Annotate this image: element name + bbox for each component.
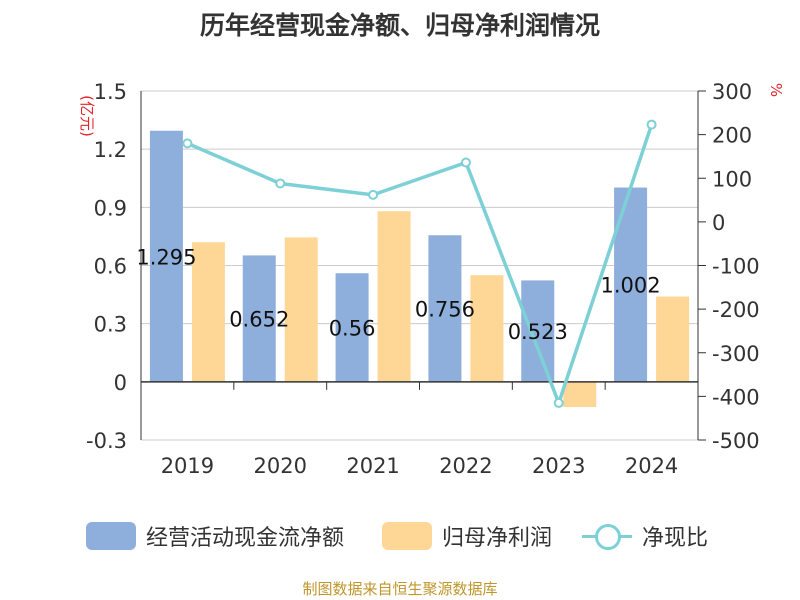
y-right-tick-label: -500 [712,429,760,453]
bar-data-label: 0.523 [508,320,568,344]
bar-cashflow [242,255,276,382]
x-tick-label: 2023 [532,454,585,478]
bar-data-label: 0.652 [229,308,289,332]
bar-profit [470,275,504,382]
bar-data-label: 1.295 [136,245,196,269]
chart-plot: 1.5 1.2 0.9 0.6 0.3 0 -0.3 300 200 100 0 -100 -200 -3… [78,80,785,478]
bar-profit [656,296,690,382]
y-right-tick-label: -400 [712,385,760,409]
legend-label-cashflow: 经营活动现金流净额 [146,526,345,551]
bar-data-label: 0.56 [329,317,376,341]
bar-profit [377,211,411,382]
bar-cashflow [149,130,183,382]
y-left-tick-label: 1.5 [94,80,127,104]
x-tick-label: 2022 [439,454,492,478]
y-left-tick-label: 1.2 [94,138,127,162]
y-right-tick-label: 300 [712,80,752,104]
ratio-point [368,189,379,200]
bar-cashflow [428,235,462,382]
legend-item-profit[interactable]: 归母净利润 [382,516,552,556]
legend: 经营活动现金流净额 归母净利润 净现比 [0,516,800,556]
ratio-point [460,157,471,168]
y-right-tick-label: 200 [712,124,752,148]
chart-title: 历年经营现金净额、归母净利润情况 [199,11,600,40]
source-note: 制图数据来自恒生聚源数据库 [302,580,498,598]
y-left-tick-label: 0.6 [94,255,127,279]
ratio-line [186,124,654,405]
bar-data-label: 1.002 [601,274,661,298]
bar-data-label: 0.756 [415,298,475,322]
bar-profit [563,381,597,408]
x-tick-label: 2021 [346,454,399,478]
legend-label-ratio: 净现比 [642,526,709,551]
x-tick-label: 2019 [161,454,214,478]
legend-swatch-cashflow [86,522,136,550]
y-right-unit-label: % [767,83,785,97]
bar-cashflow [521,280,555,382]
y-left-tick-label: 0.3 [94,313,127,337]
y-left-tick-label: 0.9 [94,196,127,220]
legend-item-ratio[interactable]: 净现比 [582,516,708,556]
x-tick-label: 2024 [625,454,678,478]
legend-swatch-profit [382,522,432,550]
legend-swatch-ratio [582,522,632,550]
ratio-point [182,138,193,149]
y-right-tick-label: -200 [712,298,760,322]
y-left-unit-label: (亿元) [78,95,96,137]
legend-label-profit: 归母净利润 [442,526,553,551]
y-left-tick-label: -0.3 [86,429,127,453]
y-right-tick-label: -100 [712,255,760,279]
y-right-tick-label: 0 [712,211,725,235]
y-right-tick-label: 100 [712,167,752,191]
legend-item-cashflow[interactable]: 经营活动现金流净额 [86,516,344,556]
ratio-point [646,119,657,130]
bar-cashflow [335,273,369,382]
y-left-tick-label: 0 [114,371,127,395]
bar-profit [191,242,225,382]
x-tick-label: 2020 [254,454,307,478]
ratio-point [275,178,286,189]
y-right-tick-label: -300 [712,342,760,366]
bar-profit [284,237,318,382]
ratio-point [553,397,564,408]
